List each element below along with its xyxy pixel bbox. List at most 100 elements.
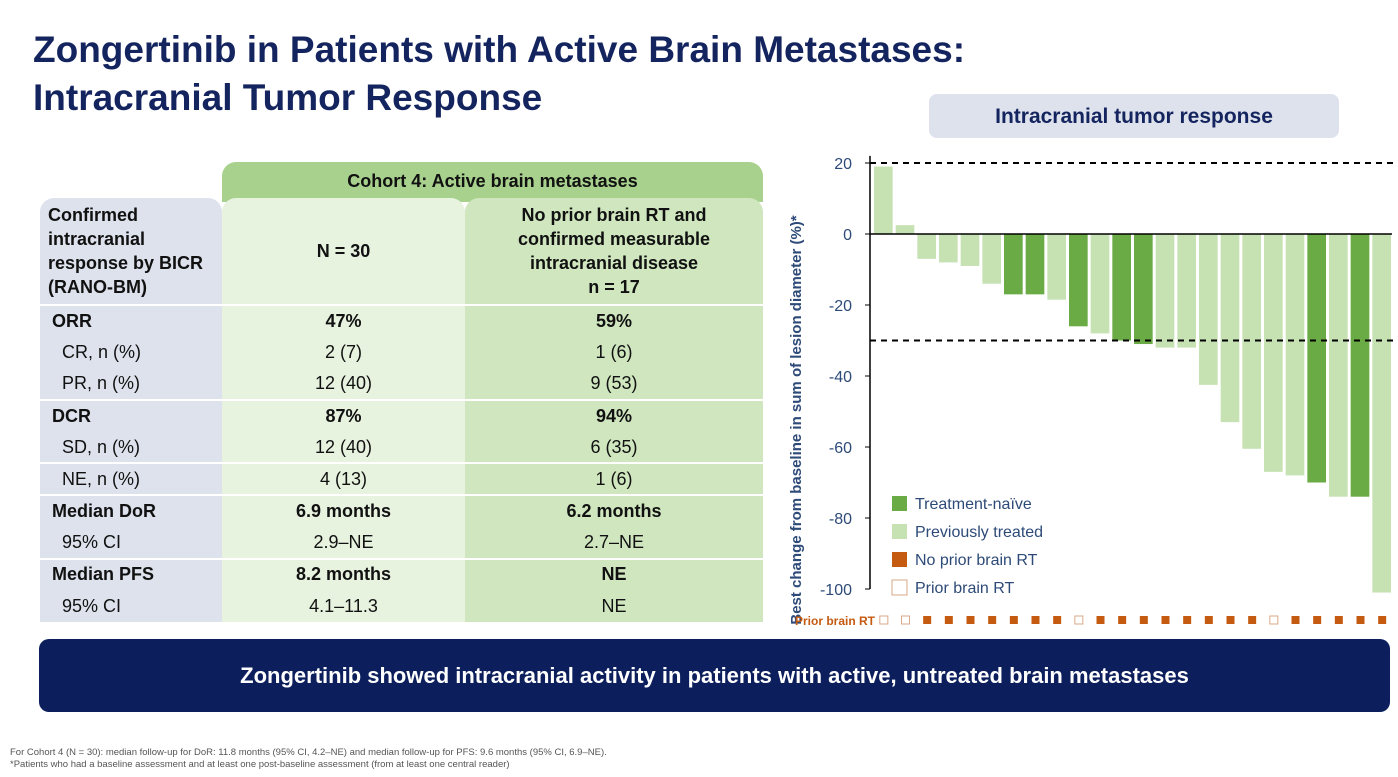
conclusion-banner: Zongertinib showed intracranial activity…	[39, 639, 1390, 712]
prior-rt-marker	[901, 615, 910, 625]
header-col2-line: intracranial disease	[529, 253, 699, 273]
row-value: 1 (6)	[465, 462, 763, 496]
row-value: 12 (40)	[222, 368, 465, 401]
prior-rt-marker	[879, 615, 889, 625]
bar	[917, 234, 936, 259]
y-tick-label: -100	[820, 582, 852, 599]
table-row: DCR 87% 94%	[40, 399, 763, 432]
no-prior-rt-marker	[1009, 616, 1018, 624]
table-row: ORR 47% 59%	[40, 304, 763, 337]
table-row: Median DoR 6.9 months 6.2 months	[40, 494, 763, 527]
prior-rt-marker	[1269, 615, 1279, 625]
bar	[1329, 234, 1348, 497]
bar	[1264, 234, 1283, 472]
bar	[895, 225, 915, 234]
y-tick-label: -40	[829, 369, 852, 386]
legend-swatch	[892, 552, 907, 567]
y-tick-label: -60	[829, 440, 852, 457]
row-value: 6.9 months	[222, 494, 465, 527]
cohort-header: Cohort 4: Active brain metastases	[222, 162, 763, 202]
header-col2-line: confirmed measurable	[517, 229, 711, 249]
row-label: SD, n (%)	[40, 431, 222, 464]
y-tick-label: 0	[843, 227, 852, 244]
row-label: Median DoR	[40, 494, 222, 527]
no-prior-rt-marker	[1053, 616, 1062, 624]
header-col1: N = 30	[222, 198, 465, 305]
header-label: Confirmed intracranial response by BICR …	[40, 198, 222, 305]
no-prior-rt-marker	[1096, 616, 1105, 624]
bar	[1199, 234, 1218, 385]
no-prior-rt-marker	[988, 616, 997, 624]
row-value: 4 (13)	[222, 462, 465, 496]
no-prior-rt-marker	[1291, 616, 1300, 624]
row-value: 94%	[465, 399, 763, 432]
no-prior-rt-marker	[1204, 616, 1213, 624]
table-row: 95% CI 4.1–11.3 NE	[40, 590, 763, 622]
no-prior-rt-marker	[1313, 616, 1322, 624]
no-prior-rt-marker	[1226, 616, 1235, 624]
no-prior-rt-marker	[966, 616, 975, 624]
legend-label: Prior brain RT	[915, 580, 1015, 597]
row-label: CR, n (%)	[40, 336, 222, 369]
table-row: Median PFS 8.2 months NE	[40, 557, 763, 591]
no-prior-rt-marker	[923, 616, 932, 624]
row-value: 2 (7)	[222, 336, 465, 369]
row-value: 2.9–NE	[222, 526, 465, 559]
chart-title: Intracranial tumor response	[929, 94, 1339, 138]
legend-swatch	[891, 579, 908, 596]
bar	[1220, 234, 1240, 423]
bar	[1112, 234, 1131, 341]
bar	[874, 166, 893, 234]
header-col2-line: No prior brain RT and	[521, 205, 707, 225]
header-col2-line: n = 17	[588, 277, 640, 297]
row-value: 6 (35)	[465, 431, 763, 464]
row-value: NE	[465, 590, 763, 622]
row-label: NE, n (%)	[40, 462, 222, 496]
no-prior-rt-marker	[1356, 616, 1365, 624]
row-label: DCR	[40, 399, 222, 432]
slide-title: Zongertinib in Patients with Active Brai…	[33, 26, 965, 122]
prior-rt-row-label: Prior brain RT	[795, 614, 876, 628]
row-value: 47%	[222, 304, 465, 337]
legend-label: No prior brain RT	[915, 552, 1038, 569]
bar	[1069, 234, 1088, 327]
legend-swatch	[892, 496, 907, 511]
bar	[1004, 234, 1023, 295]
row-label: PR, n (%)	[40, 368, 222, 401]
table-row: SD, n (%) 12 (40) 6 (35)	[40, 431, 763, 464]
response-table: Confirmed intracranial response by BICR …	[40, 198, 763, 622]
row-label: Median PFS	[40, 557, 222, 591]
row-value: 59%	[465, 304, 763, 337]
no-prior-rt-marker	[944, 616, 953, 624]
waterfall-chart: Best change from baseline in sum of lesi…	[788, 155, 1398, 628]
bar	[1134, 234, 1153, 345]
table-row: PR, n (%) 12 (40) 9 (53)	[40, 368, 763, 401]
no-prior-rt-marker	[1334, 616, 1343, 624]
footnote: For Cohort 4 (N = 30): median follow-up …	[10, 747, 607, 758]
no-prior-rt-marker	[1183, 616, 1192, 624]
bar	[1047, 234, 1066, 300]
row-label: 95% CI	[40, 526, 222, 559]
table-row: 95% CI 2.9–NE 2.7–NE	[40, 526, 763, 559]
no-prior-rt-marker	[1248, 616, 1257, 624]
row-value: 9 (53)	[465, 368, 763, 401]
bar	[1372, 234, 1391, 593]
y-tick-label: 20	[834, 156, 852, 173]
bar	[939, 234, 958, 263]
row-value: 6.2 months	[465, 494, 763, 527]
y-tick-label: -20	[829, 298, 852, 315]
row-value: NE	[465, 557, 763, 591]
no-prior-rt-marker	[1031, 616, 1040, 624]
bar	[1285, 234, 1305, 476]
bar	[1177, 234, 1196, 348]
table-row: CR, n (%) 2 (7) 1 (6)	[40, 336, 763, 369]
bar	[1242, 234, 1261, 449]
no-prior-rt-marker	[1378, 616, 1387, 624]
row-value: 12 (40)	[222, 431, 465, 464]
no-prior-rt-marker	[1118, 616, 1127, 624]
no-prior-rt-marker	[1161, 616, 1170, 624]
row-value: 4.1–11.3	[222, 590, 465, 622]
y-axis-label: Best change from baseline in sum of lesi…	[788, 215, 805, 624]
table-header-row: Confirmed intracranial response by BICR …	[40, 198, 763, 305]
bar	[1090, 234, 1110, 334]
